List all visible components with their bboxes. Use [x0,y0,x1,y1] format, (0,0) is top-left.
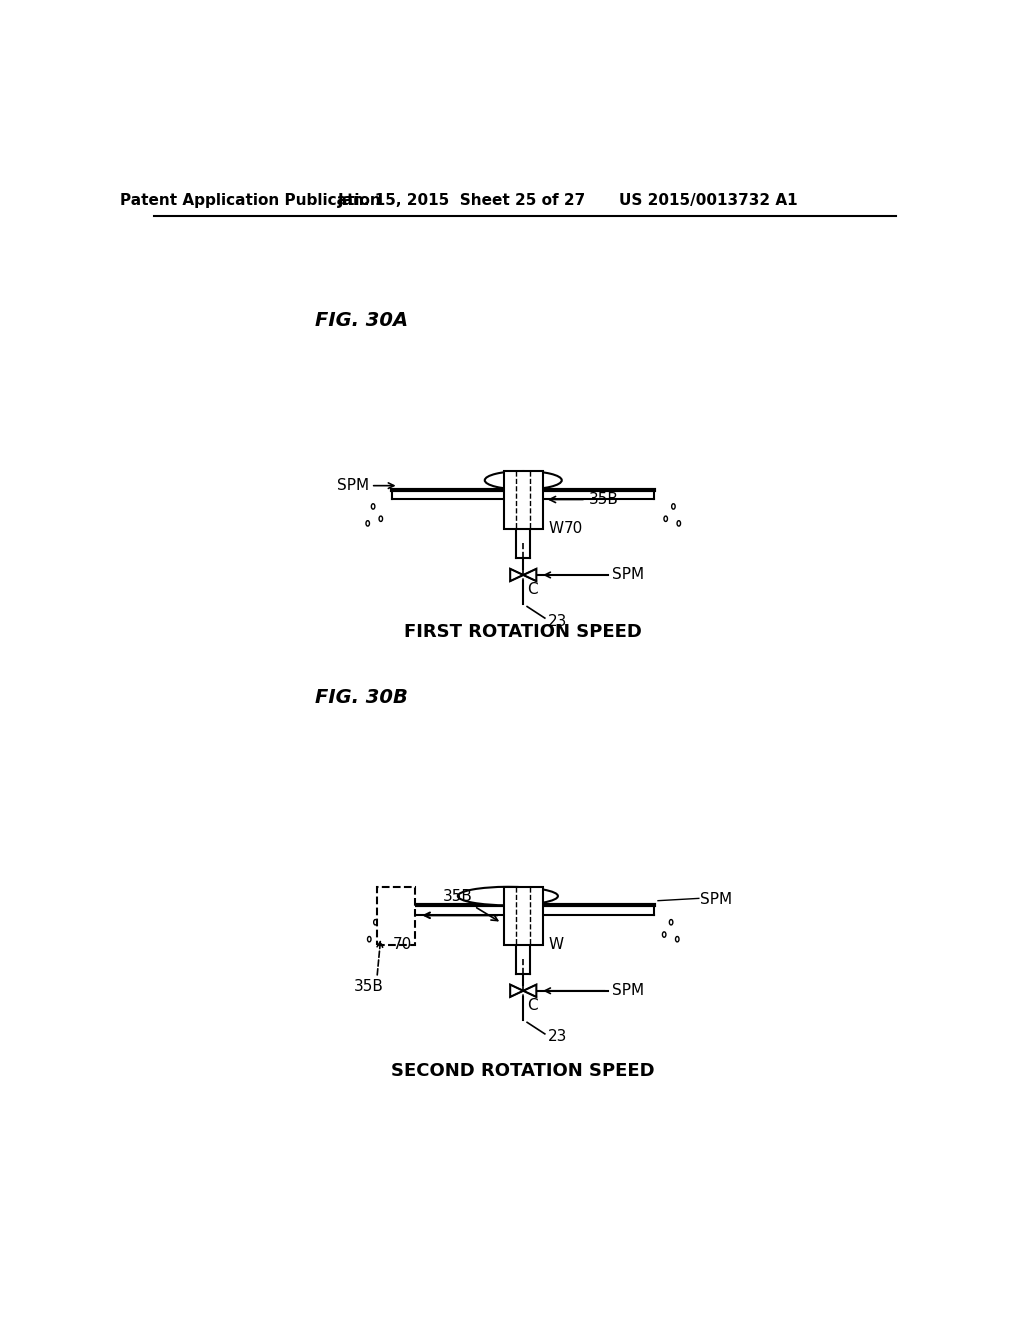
Ellipse shape [381,932,384,937]
Text: 70: 70 [563,521,583,536]
Ellipse shape [379,516,383,521]
Ellipse shape [670,920,673,925]
Text: FIG. 30A: FIG. 30A [315,310,409,330]
Text: FIRST ROTATION SPEED: FIRST ROTATION SPEED [404,623,642,642]
Text: W: W [549,937,564,952]
Polygon shape [523,985,537,997]
Ellipse shape [484,471,562,490]
Ellipse shape [664,516,668,521]
Text: SPM: SPM [700,891,732,907]
Ellipse shape [663,932,666,937]
Ellipse shape [458,887,558,906]
Bar [504,887,543,945]
Text: 70: 70 [392,937,412,952]
Ellipse shape [677,520,681,527]
Ellipse shape [676,936,679,942]
Text: FIG. 30B: FIG. 30B [315,688,409,708]
Text: SECOND ROTATION SPEED: SECOND ROTATION SPEED [391,1061,655,1080]
Bar [377,887,416,945]
Text: SPM: SPM [611,983,644,998]
Polygon shape [523,569,537,581]
Text: SPM: SPM [611,568,644,582]
Text: Patent Application Publication: Patent Application Publication [120,193,380,209]
Text: 23: 23 [548,614,567,628]
Ellipse shape [374,920,377,925]
Text: US 2015/0013732 A1: US 2015/0013732 A1 [618,193,798,209]
Text: Jan. 15, 2015  Sheet 25 of 27: Jan. 15, 2015 Sheet 25 of 27 [338,193,586,209]
Ellipse shape [368,936,371,942]
Polygon shape [510,569,523,581]
Text: 35B: 35B [550,492,618,507]
Text: 35B: 35B [442,888,498,920]
Ellipse shape [372,504,375,510]
Text: 35B: 35B [354,979,384,994]
Ellipse shape [672,504,675,510]
Text: SPM: SPM [337,478,370,494]
Bar [504,471,543,529]
Text: C: C [527,582,538,597]
Polygon shape [510,985,523,997]
Ellipse shape [366,520,370,527]
Text: C: C [527,998,538,1012]
Text: 23: 23 [548,1030,567,1044]
Text: W: W [549,521,564,536]
